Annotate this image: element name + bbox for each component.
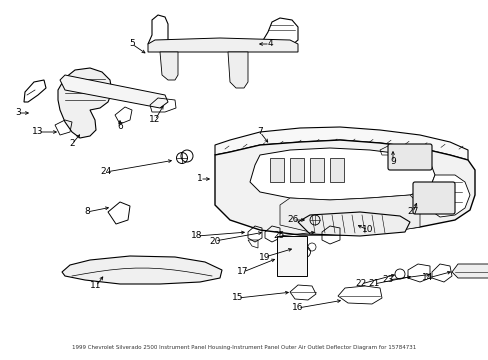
- Text: 23: 23: [382, 275, 393, 284]
- Text: 4: 4: [266, 40, 272, 49]
- Text: 11: 11: [90, 282, 102, 291]
- Polygon shape: [289, 158, 304, 182]
- Text: 3: 3: [15, 108, 21, 117]
- Text: 6: 6: [117, 122, 122, 131]
- Text: 14: 14: [422, 274, 433, 283]
- Text: 13: 13: [32, 127, 43, 136]
- Text: 25: 25: [273, 231, 284, 240]
- FancyBboxPatch shape: [387, 144, 431, 170]
- Text: 2: 2: [69, 139, 75, 148]
- Text: 21: 21: [367, 279, 379, 288]
- Polygon shape: [297, 212, 409, 236]
- Text: 12: 12: [149, 116, 161, 125]
- Text: 7: 7: [257, 127, 263, 136]
- Text: 5: 5: [129, 40, 135, 49]
- Text: 15: 15: [232, 293, 243, 302]
- Polygon shape: [215, 140, 474, 235]
- Text: 1: 1: [197, 175, 203, 184]
- Text: 24: 24: [100, 167, 111, 176]
- Polygon shape: [148, 38, 297, 52]
- Polygon shape: [249, 148, 434, 200]
- Text: 8: 8: [84, 207, 90, 216]
- Polygon shape: [280, 195, 419, 234]
- Polygon shape: [429, 175, 469, 217]
- Text: 27: 27: [407, 207, 418, 216]
- Text: 1999 Chevrolet Silverado 2500 Instrument Panel Housing-Instrument Panel Outer Ai: 1999 Chevrolet Silverado 2500 Instrument…: [72, 346, 416, 351]
- Text: 9: 9: [389, 157, 395, 166]
- Polygon shape: [58, 68, 112, 138]
- Text: 10: 10: [362, 225, 373, 234]
- Text: 19: 19: [259, 252, 270, 261]
- Text: 22: 22: [355, 279, 366, 288]
- Polygon shape: [309, 158, 324, 182]
- Polygon shape: [60, 75, 168, 108]
- Polygon shape: [215, 127, 467, 160]
- Polygon shape: [227, 52, 247, 88]
- Polygon shape: [451, 264, 488, 278]
- Text: 20: 20: [209, 237, 220, 246]
- Text: 26: 26: [287, 216, 298, 225]
- Text: 16: 16: [292, 303, 303, 312]
- FancyBboxPatch shape: [412, 182, 454, 214]
- Polygon shape: [62, 256, 222, 284]
- Text: 18: 18: [191, 231, 203, 240]
- Polygon shape: [160, 52, 178, 80]
- Text: 17: 17: [237, 267, 248, 276]
- Polygon shape: [329, 158, 343, 182]
- FancyBboxPatch shape: [276, 236, 306, 276]
- Polygon shape: [269, 158, 284, 182]
